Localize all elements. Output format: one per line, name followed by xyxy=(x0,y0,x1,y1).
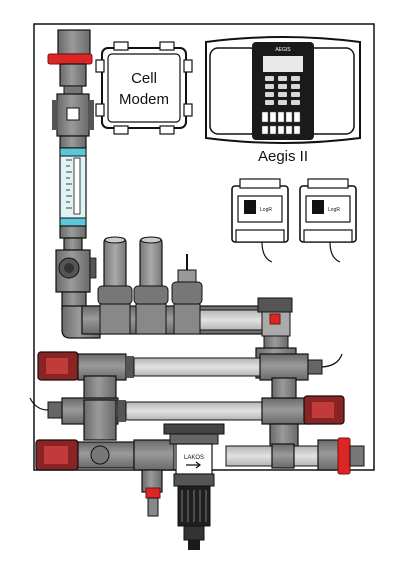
sensor-probe-2 xyxy=(133,236,169,335)
top-union xyxy=(57,29,91,55)
modem-mount-tabs xyxy=(95,41,193,135)
flow-line-lower xyxy=(35,437,365,517)
modem-label-line2: Modem xyxy=(119,91,169,108)
sensor-probe-1 xyxy=(97,236,133,335)
lakos-separator: LAKOS xyxy=(163,423,225,550)
logger-right-screen: LogR xyxy=(328,207,340,213)
controller-ports xyxy=(261,111,301,135)
riser-left xyxy=(83,399,117,441)
outlet-valve-red-handle xyxy=(337,437,351,475)
data-logger-right: LogR xyxy=(299,178,357,263)
controller-label: Aegis II xyxy=(258,148,308,165)
modem-label-line1: Cell xyxy=(131,70,157,87)
controller-brand: AEGIS xyxy=(275,47,291,53)
shutoff-valve-red-handle xyxy=(47,53,93,65)
controller-display xyxy=(263,56,303,72)
rotameter xyxy=(59,147,87,227)
logger-left-screen: LogR xyxy=(260,207,272,213)
sensor-probe-3 xyxy=(171,254,203,335)
lakos-label: LAKOS xyxy=(184,455,204,461)
data-logger-left: LogR xyxy=(231,178,289,263)
flow-switch xyxy=(257,297,293,349)
controller-keypad xyxy=(265,76,300,105)
sensor-manifold xyxy=(61,236,297,379)
aegis-controller: AEGIS Aegis II xyxy=(205,36,361,165)
riser-right xyxy=(271,377,297,399)
drain-valve-red-handle xyxy=(145,487,161,499)
flow-line-middle xyxy=(29,395,345,447)
cell-modem: Cell Modem xyxy=(95,41,193,135)
inlet-assembly xyxy=(47,29,97,311)
